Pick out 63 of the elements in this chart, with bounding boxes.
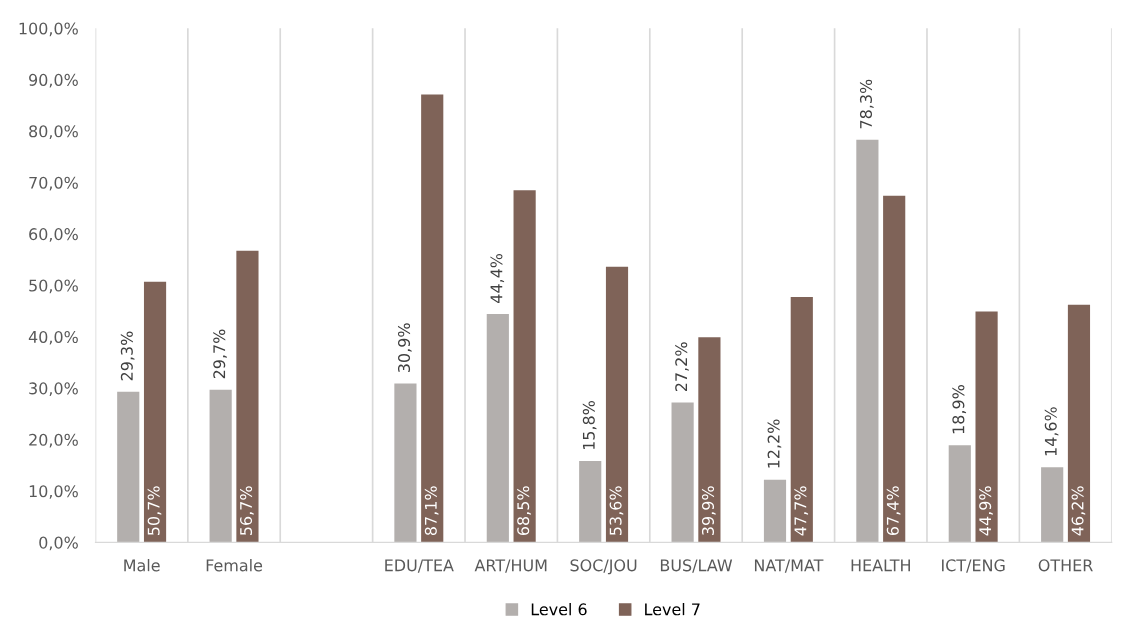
bar xyxy=(421,94,444,543)
y-tick-label: 30,0% xyxy=(29,382,78,397)
y-tick-label: 60,0% xyxy=(29,228,78,242)
data-label: 29,7% xyxy=(213,329,227,379)
data-label: 44,9% xyxy=(979,486,993,536)
x-tick-label: EDU/TEA xyxy=(385,559,454,573)
data-label: 46,2% xyxy=(1071,486,1086,536)
x-tick-label: NAT/MAT xyxy=(754,559,824,573)
bar xyxy=(394,383,417,543)
data-label: 12,2% xyxy=(767,419,782,468)
y-tick-label: 100,0% xyxy=(19,22,78,37)
data-label: 78,3% xyxy=(859,79,874,129)
x-tick-label: BUS/LAW xyxy=(660,559,733,573)
legend-label: Level 7 xyxy=(645,603,700,616)
data-label: 14,6% xyxy=(1044,407,1059,456)
x-tick-label: OTHER xyxy=(1038,559,1093,572)
y-tick-label: 10,0% xyxy=(29,485,78,499)
y-tick-label: 0,0% xyxy=(39,536,78,551)
x-tick-label: SOC/JOU xyxy=(570,559,637,575)
bar xyxy=(790,297,813,543)
data-label: 87,1% xyxy=(424,486,439,536)
data-label: 18,9% xyxy=(952,385,967,434)
data-label: 56,7% xyxy=(239,486,254,535)
bar xyxy=(698,337,721,543)
x-tick-label: ICT/ENG xyxy=(942,559,1005,573)
y-tick-label: 70,0% xyxy=(29,176,78,191)
data-label: 27,2% xyxy=(675,342,689,392)
data-label: 15,8% xyxy=(582,400,597,450)
bar xyxy=(975,311,998,543)
bar xyxy=(605,266,629,543)
data-label: 47,7% xyxy=(794,486,809,536)
y-tick-label: 40,0% xyxy=(28,330,78,345)
y-tick-label: 20,0% xyxy=(29,433,78,448)
bar xyxy=(143,281,167,543)
bar xyxy=(948,445,971,543)
bar xyxy=(513,190,536,543)
bar xyxy=(1067,304,1091,543)
data-label: 39,9% xyxy=(701,486,716,535)
data-label: 50,7% xyxy=(147,486,162,535)
y-tick-label: 50,0% xyxy=(29,279,78,294)
bar xyxy=(486,314,509,543)
data-label: 67,4% xyxy=(886,486,901,536)
bar xyxy=(236,250,259,543)
bar xyxy=(579,461,602,543)
bar xyxy=(671,402,694,543)
y-tick-label: 90,0% xyxy=(29,73,78,88)
bar xyxy=(856,139,879,543)
x-tick-label: ART/HUM xyxy=(474,559,547,573)
bar xyxy=(1041,467,1064,543)
bar xyxy=(883,195,906,543)
legend-label: Level 6 xyxy=(531,603,587,616)
data-label: 44,4% xyxy=(490,253,505,304)
x-tick-label: Female xyxy=(206,559,263,572)
bar xyxy=(209,389,232,543)
data-label: 29,3% xyxy=(120,331,135,381)
x-tick-label: HEALTH xyxy=(851,559,910,572)
data-label: 30,9% xyxy=(397,323,412,372)
data-label: 53,6% xyxy=(609,486,624,535)
data-label: 68,5% xyxy=(517,486,531,536)
bar xyxy=(117,391,140,543)
bar xyxy=(763,479,787,543)
y-tick-label: 80,0% xyxy=(29,125,78,139)
x-tick-label: Male xyxy=(124,559,160,572)
